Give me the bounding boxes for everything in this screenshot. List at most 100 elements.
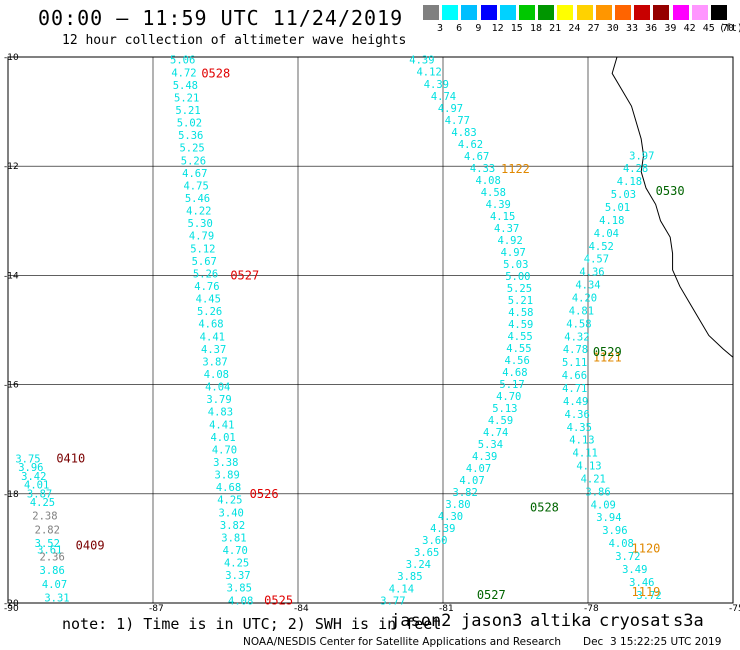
scale-label: 45 xyxy=(702,23,715,34)
wave-height-value: 3.82 xyxy=(453,487,478,499)
wave-height-value: 4.04 xyxy=(594,228,619,240)
wave-height-value: 4.45 xyxy=(196,294,221,306)
wave-height-value: 3.89 xyxy=(215,470,240,482)
wave-height-value: 4.25 xyxy=(30,497,55,509)
wave-height-value: 4.13 xyxy=(569,435,594,447)
wave-height-value: 3.86 xyxy=(585,486,610,498)
wave-height-value: 4.07 xyxy=(42,579,67,591)
wave-height-value: 4.70 xyxy=(223,545,248,557)
wave-height-value: 4.79 xyxy=(189,231,214,243)
wave-height-value: 4.59 xyxy=(508,319,533,331)
legend-jason3: jason3 xyxy=(461,611,523,631)
wave-height-value: 5.03 xyxy=(503,259,528,271)
scale-label: 3 xyxy=(436,23,444,34)
lat-label: -16 xyxy=(4,381,19,391)
lat-label: -20 xyxy=(4,599,19,609)
wave-height-value: 4.37 xyxy=(201,344,226,356)
pass-label: 0527 xyxy=(477,588,506,602)
wave-height-value: 5.25 xyxy=(507,283,532,295)
altimeter-map: -10 -12 -14 -16 -18 -20-90 -87 -84 -81 -78 -75 5.06… xyxy=(4,53,740,612)
wave-height-value: 4.83 xyxy=(208,407,233,419)
wave-height-value: 5.11 xyxy=(562,357,587,369)
wave-height-value: 4.67 xyxy=(464,151,489,163)
wave-height-value: 4.58 xyxy=(566,318,591,330)
wave-height-value: 4.41 xyxy=(200,331,225,343)
wave-height-value: 4.71 xyxy=(562,383,587,395)
wave-height-value: 3.65 xyxy=(414,547,439,559)
legend-cryosat: cryosat xyxy=(599,611,671,631)
wave-height-value: 4.49 xyxy=(563,396,588,408)
wave-height-value: 4.55 xyxy=(507,331,532,343)
wave-height-value: 5.02 xyxy=(177,118,202,130)
pass-label: 0529 xyxy=(593,345,622,359)
wave-height-value: 4.14 xyxy=(389,583,414,595)
lat-label: -18 xyxy=(4,490,19,500)
wave-height-value: 4.30 xyxy=(438,511,463,523)
wave-height-value: 4.39 xyxy=(472,451,497,463)
wave-height-value: 5.21 xyxy=(174,92,199,104)
scale-swatch xyxy=(576,5,593,20)
pass-label: 0530 xyxy=(656,184,685,198)
wave-height-value: 5.21 xyxy=(175,105,200,117)
wave-height-value: 4.76 xyxy=(194,281,219,293)
coastline xyxy=(611,56,734,358)
wave-height-value: 3.81 xyxy=(221,532,246,544)
scale-swatch xyxy=(711,5,727,20)
wave-height-value: 3.87 xyxy=(27,488,52,500)
wave-height-value: 5.48 xyxy=(173,80,198,92)
wave-height-value: 4.36 xyxy=(579,267,604,279)
pass-label: 0410 xyxy=(56,451,85,465)
pass-label: 1120 xyxy=(632,541,661,555)
wave-height-value: 5.01 xyxy=(605,202,630,214)
wave-height-value: 4.21 xyxy=(581,473,606,485)
scale-swatch xyxy=(519,5,535,20)
wave-height-value: 3.72 xyxy=(636,590,661,602)
wave-height-value: 4.58 xyxy=(481,187,506,199)
wave-height-value: 4.25 xyxy=(224,558,249,570)
scale-label: 12 xyxy=(491,23,504,34)
wave-height-value: 4.08 xyxy=(609,538,634,550)
wave-height-value: 4.01 xyxy=(210,432,235,444)
wave-height-value: 4.41 xyxy=(209,419,234,431)
wave-height-value: 4.67 xyxy=(182,168,207,180)
wave-height-value: 4.92 xyxy=(498,235,523,247)
wave-height-value: 3.31 xyxy=(44,593,69,605)
pass-label: 0527 xyxy=(230,268,259,282)
map-frame xyxy=(7,56,734,604)
wave-height-value: 4.74 xyxy=(483,427,508,439)
pass-label: 1121 xyxy=(593,350,622,364)
wave-height-value: 4.35 xyxy=(567,422,592,434)
wave-height-value: 3.60 xyxy=(422,535,447,547)
pass-label: 1119 xyxy=(632,585,661,599)
scale-label: 36 xyxy=(645,23,658,34)
wave-height-value: 3.87 xyxy=(202,356,227,368)
wave-height-value: 4.08 xyxy=(476,175,501,187)
scale-label: 9 xyxy=(475,23,482,34)
wave-height-value: 4.15 xyxy=(490,211,515,223)
wave-height-value: 4.66 xyxy=(562,370,587,382)
lon-label: -87 xyxy=(149,604,164,612)
wave-height-value: 4.04 xyxy=(205,382,230,394)
scale-label: 39 xyxy=(664,23,677,34)
wave-height-value: 5.26 xyxy=(181,155,206,167)
wave-height-value: 4.11 xyxy=(573,448,598,460)
wave-height-value: 4.68 xyxy=(502,367,527,379)
wave-height-value: 4.22 xyxy=(186,206,211,218)
wave-height-value: 4.36 xyxy=(565,409,590,421)
wave-height-value: 4.59 xyxy=(488,415,513,427)
wave-height-value: 4.81 xyxy=(569,305,594,317)
timestamp: Dec 3 15:22:25 UTC 2019 xyxy=(583,636,722,648)
wave-height-value: 5.12 xyxy=(190,243,215,255)
pass-label: 0528 xyxy=(530,500,559,514)
scale-swatch xyxy=(538,5,555,20)
scale-label: 18 xyxy=(529,23,543,34)
scale-swatch xyxy=(442,5,459,20)
wave-height-value: 3.72 xyxy=(615,551,640,563)
scale-label: 21 xyxy=(549,23,562,34)
wave-height-value: 3.94 xyxy=(596,512,621,524)
map-subtitle: 12 hour collection of altimeter wave hei… xyxy=(62,33,407,48)
wave-height-value: 4.78 xyxy=(563,344,588,356)
wave-height-value: 3.37 xyxy=(225,570,250,582)
wave-height-value: 4.58 xyxy=(508,307,533,319)
wave-height-value: 5.46 xyxy=(185,193,210,205)
